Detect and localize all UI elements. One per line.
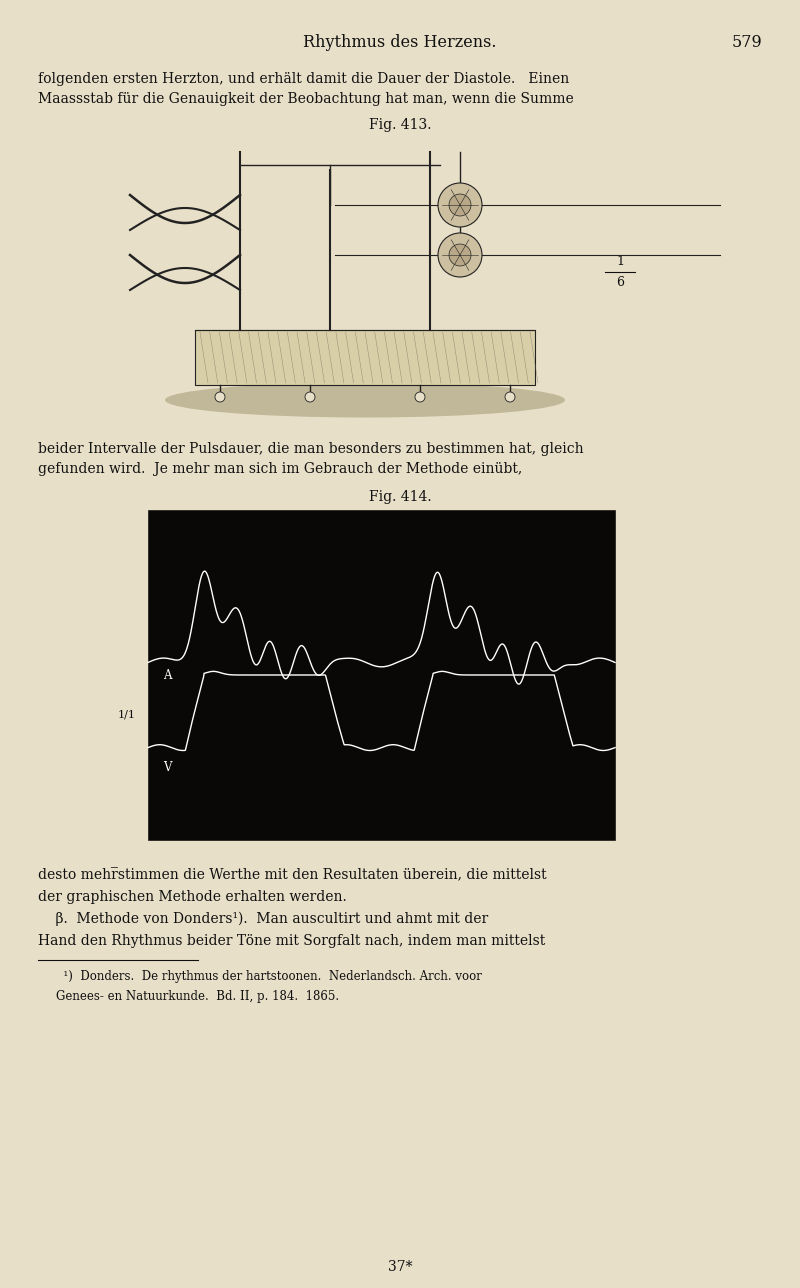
Circle shape <box>415 392 425 402</box>
Text: Rhythmus des Herzens.: Rhythmus des Herzens. <box>303 33 497 50</box>
Text: Fig. 413.: Fig. 413. <box>369 118 431 131</box>
Text: 1/1: 1/1 <box>118 710 136 720</box>
Text: 6: 6 <box>616 276 624 289</box>
Circle shape <box>449 194 471 216</box>
Text: Genees- en Natuurkunde.  Bd. II, p. 184.  1865.: Genees- en Natuurkunde. Bd. II, p. 184. … <box>56 990 339 1003</box>
Circle shape <box>438 233 482 277</box>
Text: der graphischen Methode erhalten werden.: der graphischen Methode erhalten werden. <box>38 890 346 904</box>
Text: gefunden wird.  Je mehr man sich im Gebrauch der Methode einübt,: gefunden wird. Je mehr man sich im Gebra… <box>38 462 522 477</box>
Bar <box>148 510 615 840</box>
Circle shape <box>215 392 225 402</box>
Ellipse shape <box>165 383 565 417</box>
Circle shape <box>305 392 315 402</box>
Text: Fig. 414.: Fig. 414. <box>369 489 431 504</box>
Text: ¹)  Donders.  De rhythmus der hartstoonen.  Nederlandsch. Arch. voor: ¹) Donders. De rhythmus der hartstoonen.… <box>56 970 482 983</box>
Text: desto mehr̅stimmen die Werthe mit den Resultaten überein, die mittelst: desto mehr̅stimmen die Werthe mit den Re… <box>38 868 546 882</box>
Text: Hand den Rhythmus beider Töne mit Sorgfalt nach, indem man mittelst: Hand den Rhythmus beider Töne mit Sorgfa… <box>38 934 546 948</box>
Text: V: V <box>163 761 171 774</box>
Text: β.  Methode von Donders¹).  Man auscultirt und ahmt mit der: β. Methode von Donders¹). Man auscultirt… <box>38 912 488 926</box>
Circle shape <box>438 183 482 227</box>
Text: folgenden ersten Herzton, und erhält damit die Dauer der Diastole.   Einen: folgenden ersten Herzton, und erhält dam… <box>38 72 570 86</box>
Text: beider Intervalle der Pulsdauer, die man besonders zu bestimmen hat, gleich: beider Intervalle der Pulsdauer, die man… <box>38 442 584 456</box>
Circle shape <box>505 392 515 402</box>
Text: 1: 1 <box>616 255 624 268</box>
Text: A: A <box>163 668 171 681</box>
Bar <box>195 330 535 385</box>
Text: Maassstab für die Genauigkeit der Beobachtung hat man, wenn die Summe: Maassstab für die Genauigkeit der Beobac… <box>38 91 574 106</box>
Text: 37*: 37* <box>388 1260 412 1274</box>
Text: 579: 579 <box>731 33 762 50</box>
Circle shape <box>449 243 471 267</box>
